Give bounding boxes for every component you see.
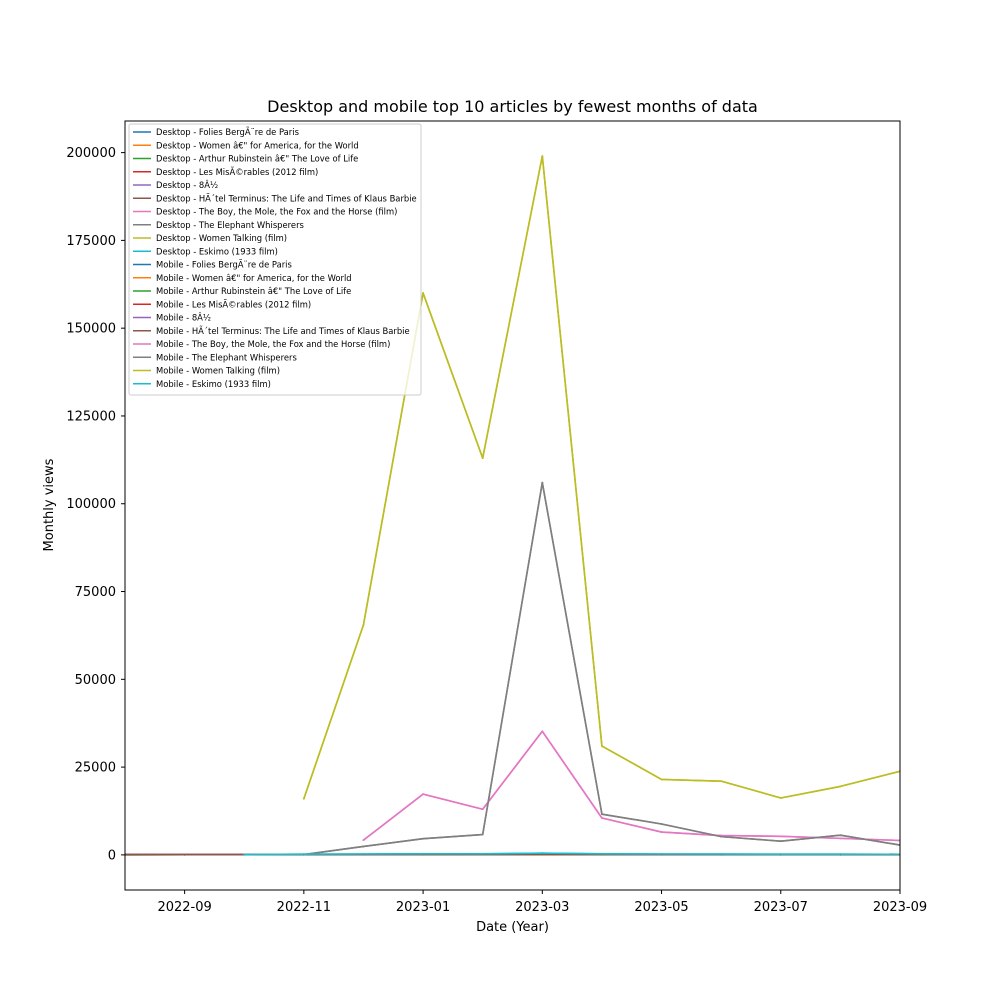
legend-label: Desktop - Arthur Rubinstein â€" The Love… xyxy=(156,154,358,164)
data-point xyxy=(839,837,842,840)
chart-title: Desktop and mobile top 10 articles by fe… xyxy=(267,97,758,116)
legend-label: Mobile - HÃ´tel Terminus: The Life and T… xyxy=(156,326,410,336)
data-point xyxy=(720,835,723,838)
data-point xyxy=(541,853,544,856)
x-tick-label: 2022-11 xyxy=(277,900,331,915)
legend-label: Mobile - The Boy, the Mole, the Fox and … xyxy=(156,339,390,349)
legend-label: Desktop - HÃ´tel Terminus: The Life and … xyxy=(156,193,417,203)
data-point xyxy=(362,853,365,855)
legend-label: Desktop - Women â€" for America, for the… xyxy=(156,140,359,150)
data-point xyxy=(481,833,484,836)
data-point xyxy=(422,837,424,840)
x-tick-label: 2023-01 xyxy=(396,900,450,915)
data-point xyxy=(362,845,365,848)
x-axis-title: Date (Year) xyxy=(476,920,549,935)
y-tick-label: 150000 xyxy=(66,322,116,337)
y-tick-label: 25000 xyxy=(75,761,116,776)
legend-label: Desktop - Women Talking (film) xyxy=(156,233,287,243)
data-point xyxy=(839,785,842,788)
series-line xyxy=(243,852,900,856)
plot-frame xyxy=(124,120,901,891)
data-point xyxy=(779,840,782,843)
data-point xyxy=(541,852,544,855)
legend-label: Mobile - Women Talking (film) xyxy=(156,366,280,376)
x-axis: 2022-09 2022-11 2023-01 2023-03 2023-05 2023-… xyxy=(157,890,927,915)
data-point xyxy=(779,797,782,799)
legend-label: Mobile - Women â€" for America, for the … xyxy=(156,273,352,283)
y-tick-label: 200000 xyxy=(66,146,116,161)
data-point xyxy=(541,730,544,733)
data-point xyxy=(660,831,663,833)
legend-label: Mobile - Eskimo (1933 film) xyxy=(156,379,271,389)
series-line xyxy=(362,730,900,842)
legend-label: Desktop - 8Â½ xyxy=(156,179,218,190)
legend-label: Desktop - Folies BergÃ¨re de Paris xyxy=(156,127,299,137)
data-point xyxy=(660,778,663,781)
legend-label: Mobile - 8Â½ xyxy=(156,312,211,323)
legend-label: Mobile - Folies BergÃ¨re de Paris xyxy=(156,260,292,270)
legend-label: Desktop - Eskimo (1933 film) xyxy=(156,246,278,256)
y-tick-label: 125000 xyxy=(66,409,116,424)
data-point xyxy=(362,839,365,842)
legend-label: Desktop - The Elephant Whisperers xyxy=(156,220,304,230)
y-tick-label: 50000 xyxy=(75,673,116,688)
data-point xyxy=(481,808,484,811)
data-point xyxy=(660,853,663,855)
data-point xyxy=(481,457,484,459)
data-point xyxy=(720,853,723,856)
legend-label: Mobile - Les MisÃ©rables (2012 film) xyxy=(156,299,311,309)
legend: Desktop - Folies BergÃ¨re de Paris Deskto… xyxy=(128,123,422,396)
data-point xyxy=(362,623,365,626)
data-point xyxy=(422,852,424,855)
x-tick-label: 2023-09 xyxy=(873,900,927,915)
data-point xyxy=(302,797,305,800)
x-tick-label: 2023-07 xyxy=(754,900,808,915)
data-point xyxy=(839,834,842,837)
data-point xyxy=(839,853,842,856)
data-point xyxy=(779,853,782,856)
data-point xyxy=(183,853,186,856)
x-tick-label: 2023-05 xyxy=(634,900,688,915)
y-tick-label: 175000 xyxy=(66,234,116,249)
data-point xyxy=(243,853,246,856)
data-point xyxy=(601,745,603,747)
data-point xyxy=(422,292,424,294)
y-tick-label: 0 xyxy=(108,848,116,863)
data-point xyxy=(779,835,782,838)
data-point xyxy=(541,155,544,158)
data-point xyxy=(302,853,305,856)
y-tick-label: 100000 xyxy=(66,497,116,512)
legend-label: Desktop - Les MisÃ©rables (2012 film) xyxy=(156,167,318,177)
data-point xyxy=(601,852,603,855)
data-point xyxy=(601,813,603,816)
legend-frame xyxy=(128,123,422,396)
data-point xyxy=(422,793,424,796)
data-point xyxy=(660,823,663,825)
data-point xyxy=(481,852,484,855)
x-tick-label: 2022-09 xyxy=(157,900,211,915)
data-point xyxy=(720,780,723,783)
data-point xyxy=(541,481,544,484)
x-tick-label: 2023-03 xyxy=(515,900,569,915)
y-tick-label: 75000 xyxy=(75,585,116,600)
legend-label: Desktop - The Boy, the Mole, the Fox and… xyxy=(156,207,397,217)
y-axis-title: Monthly views xyxy=(42,458,57,551)
series-layer xyxy=(125,155,900,856)
y-axis: 0 25000 50000 75000 100000 125000 150000 175000… xyxy=(66,146,125,863)
data-point xyxy=(601,817,603,819)
legend-label: Mobile - The Elephant Whisperers xyxy=(156,352,297,362)
legend-label: Mobile - Arthur Rubinstein â€" The Love … xyxy=(156,286,351,296)
